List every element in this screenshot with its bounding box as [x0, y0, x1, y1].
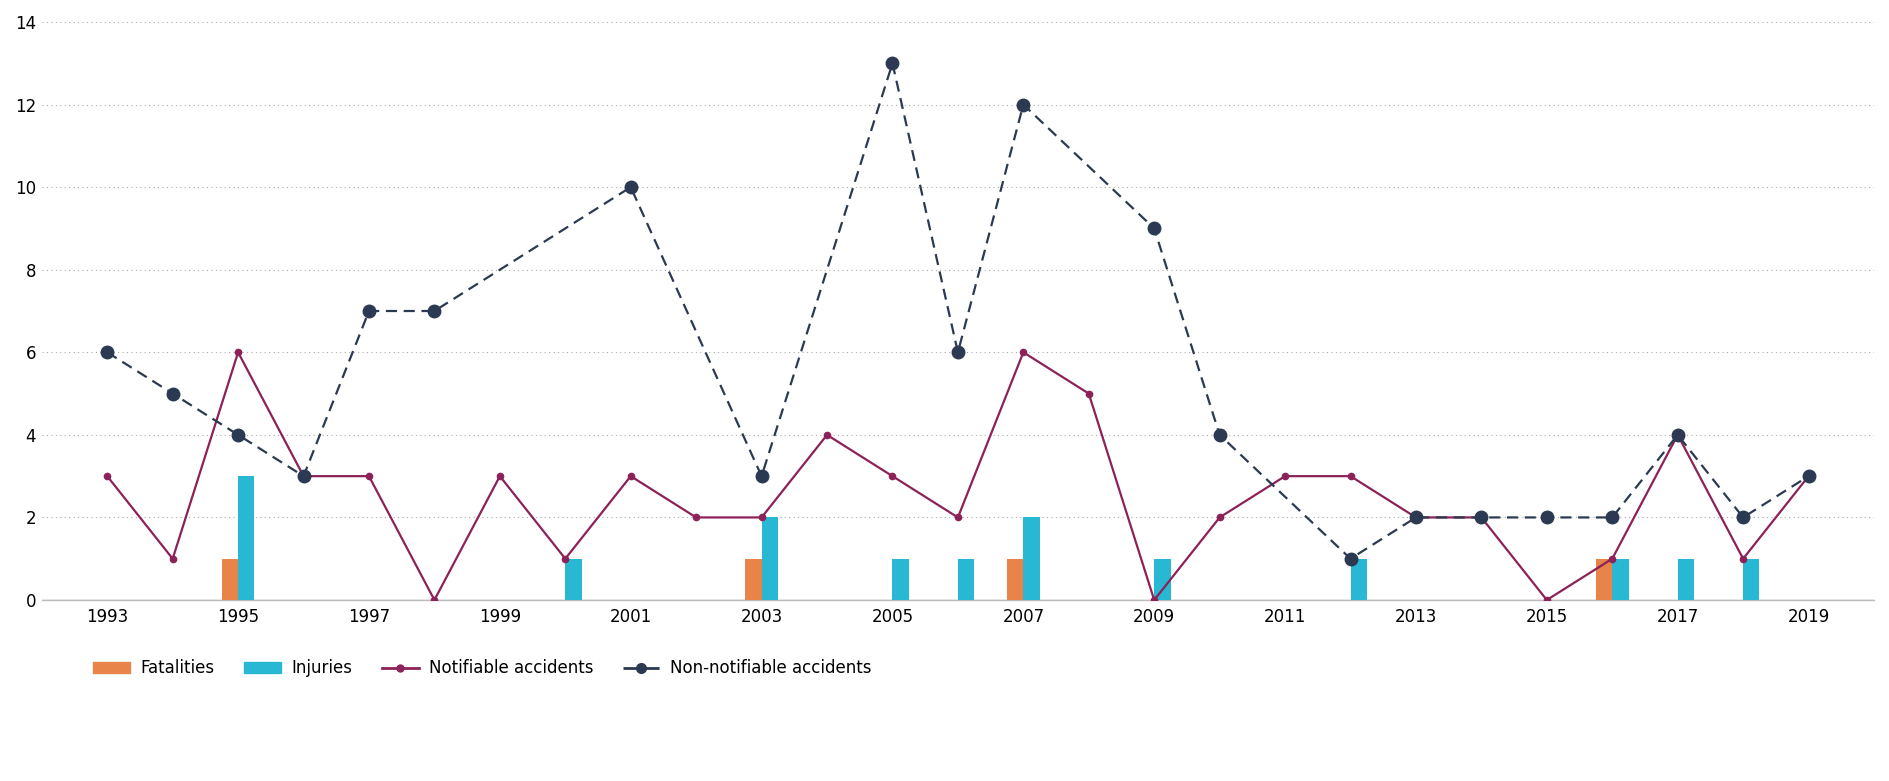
Bar	[1351, 558, 1368, 600]
Bar	[565, 558, 582, 600]
Bar	[221, 558, 238, 600]
Bar	[958, 558, 975, 600]
Bar	[1024, 518, 1039, 600]
Bar	[1677, 558, 1694, 600]
Bar	[1596, 558, 1611, 600]
Bar	[1007, 558, 1024, 600]
Bar	[892, 558, 909, 600]
Bar	[746, 558, 761, 600]
Bar	[1154, 558, 1171, 600]
Bar	[1744, 558, 1759, 600]
Legend: Fatalities, Injuries, Notifiable accidents, Non-notifiable accidents: Fatalities, Injuries, Notifiable acciden…	[87, 653, 878, 684]
Bar	[238, 476, 255, 600]
Bar	[1611, 558, 1628, 600]
Bar	[761, 518, 778, 600]
